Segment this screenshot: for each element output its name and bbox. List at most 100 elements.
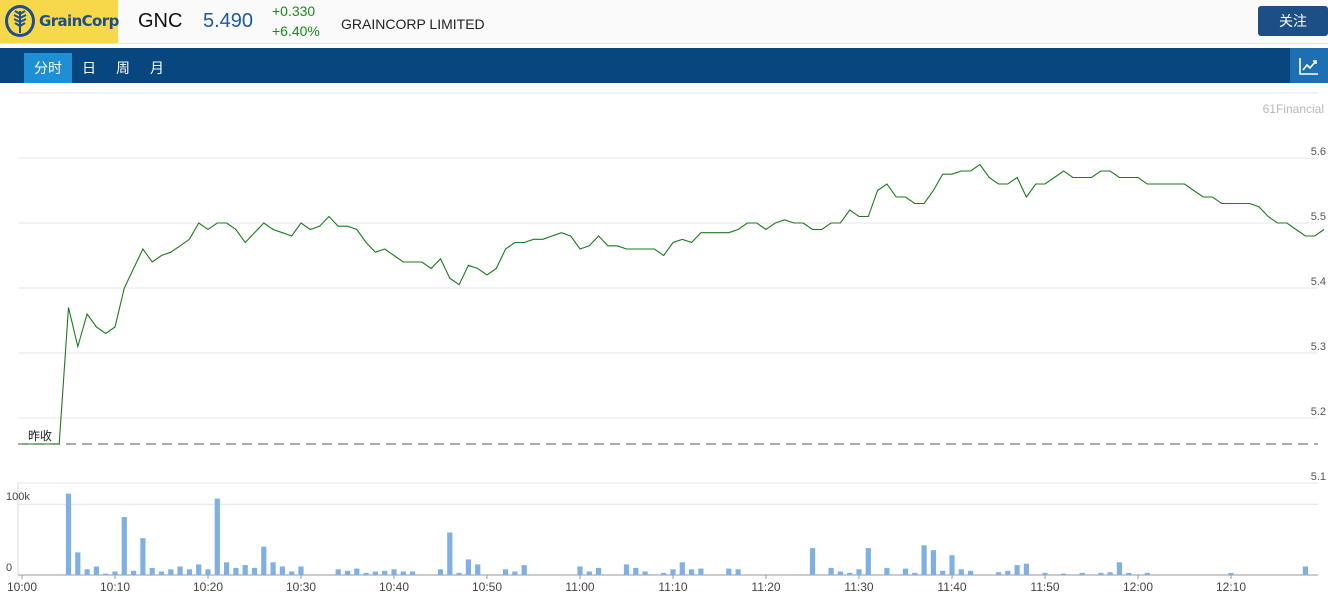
volume-bar <box>251 567 258 575</box>
volume-bar <box>586 571 592 575</box>
volume-bar <box>679 562 685 575</box>
quote-header: GrainCorp GNC 5.490 +0.330 +6.40% GRAINC… <box>0 0 1328 44</box>
volume-bar <box>131 570 137 575</box>
volume-bar <box>828 567 834 575</box>
volume-bar <box>121 517 127 575</box>
volume-bar <box>84 569 90 575</box>
volume-bar <box>158 571 165 575</box>
company-logo: GrainCorp <box>0 0 119 43</box>
volume-bar <box>410 571 416 575</box>
volume-bar <box>503 569 509 575</box>
volume-bar <box>902 568 909 575</box>
chart-type-toggle[interactable] <box>1290 48 1328 83</box>
volume-bar <box>391 569 397 575</box>
volume-bar <box>596 567 602 575</box>
volume-bar <box>633 567 639 575</box>
volume-bar <box>372 571 378 575</box>
tab-monthly[interactable]: 月 <box>150 60 164 76</box>
price-tick-label: 5.6 <box>1311 146 1326 158</box>
price-tick-label: 5.1 <box>1311 471 1326 483</box>
volume-bar <box>475 564 481 575</box>
chart-watermark: 61Financial <box>1263 102 1324 116</box>
volume-bar <box>1126 572 1132 575</box>
volume-bar <box>940 570 946 575</box>
volume-bar <box>670 569 676 575</box>
volume-bar <box>65 493 72 575</box>
volume-bar <box>1228 572 1234 575</box>
volume-bar <box>382 570 388 575</box>
time-tick-label: 10:40 <box>379 580 409 594</box>
volume-bar <box>112 571 118 575</box>
tab-daily[interactable]: 日 <box>82 60 96 76</box>
volume-bar <box>921 545 927 575</box>
time-tick-label: 11:40 <box>937 580 966 594</box>
line-chart-icon <box>1299 58 1318 75</box>
volume-tick-label: 100k <box>6 491 30 503</box>
volume-bar <box>884 567 890 575</box>
volume-bar <box>837 571 843 575</box>
follow-button[interactable]: 关注 <box>1258 6 1328 36</box>
volume-bar <box>661 572 667 575</box>
time-tick-label: 10:00 <box>7 580 37 594</box>
volume-bar <box>623 564 630 575</box>
volume-bar <box>270 562 276 575</box>
logo-text: GrainCorp <box>39 12 119 30</box>
volume-bar <box>354 568 360 575</box>
volume-bar <box>344 570 351 575</box>
volume-bar <box>224 562 230 575</box>
price-tick-label: 5.2 <box>1311 406 1326 418</box>
volume-bar <box>140 538 146 575</box>
volume-bar <box>186 569 192 575</box>
volume-bar <box>865 548 871 575</box>
volume-bar <box>968 570 974 575</box>
volume-bar <box>75 552 81 575</box>
volume-bar <box>214 498 220 575</box>
time-tick-label: 11:50 <box>1030 580 1059 594</box>
tab-intraday[interactable]: 分时 <box>24 53 72 83</box>
volume-bar <box>1061 573 1067 575</box>
volume-bar <box>242 565 248 575</box>
volume-bar <box>279 566 285 575</box>
volume-bar <box>847 572 853 575</box>
volume-bar <box>521 565 527 575</box>
volume-bar <box>335 569 341 575</box>
volume-axis: 100k 0 <box>6 491 30 574</box>
volume-bar <box>298 566 304 575</box>
time-tick-label: 10:10 <box>100 580 130 594</box>
volume-bar <box>400 571 406 575</box>
volume-bar <box>1014 565 1020 575</box>
volume-bar <box>177 566 183 575</box>
prev-close-label: 昨收 <box>28 429 52 443</box>
volume-bar <box>689 569 695 575</box>
price-change: +0.330 <box>272 3 316 19</box>
volume-bar <box>1005 570 1011 575</box>
time-tick-label: 10:20 <box>193 580 223 594</box>
company-name: GRAINCORP LIMITED <box>341 16 485 32</box>
volume-bar <box>196 564 202 575</box>
volume-bar <box>512 571 518 575</box>
volume-tick-label: 0 <box>6 562 12 574</box>
last-price: 5.490 <box>203 10 254 32</box>
volume-bar <box>261 546 267 575</box>
volume-bar <box>1116 562 1122 575</box>
tab-weekly[interactable]: 周 <box>116 60 130 76</box>
time-tick-label: 11:30 <box>844 580 873 594</box>
intraday-chart: 61Financial 5.65.55.45.35.25.1 昨收 100k0 … <box>6 92 1326 594</box>
price-line <box>22 163 1325 445</box>
volume-bar <box>1023 563 1029 575</box>
volume-bar <box>437 569 444 575</box>
volume-bar <box>1302 566 1308 575</box>
volume-bar <box>930 550 936 575</box>
time-tick-label: 11:10 <box>658 580 687 594</box>
volume-bar <box>93 566 99 575</box>
volume-bar <box>856 569 862 575</box>
volume-bar <box>726 568 732 575</box>
volume-bar <box>447 532 453 575</box>
time-axis: 10:00 10:10 10:20 10:30 10:40 10:50 11:00 11:10… <box>7 580 1246 594</box>
volume-bar <box>1042 572 1048 575</box>
volume-bar <box>1144 572 1150 575</box>
volume-bar <box>577 566 583 575</box>
wheat-logo-icon <box>5 5 35 37</box>
volume-bar <box>958 569 964 575</box>
ticker-symbol: GNC <box>138 10 183 32</box>
